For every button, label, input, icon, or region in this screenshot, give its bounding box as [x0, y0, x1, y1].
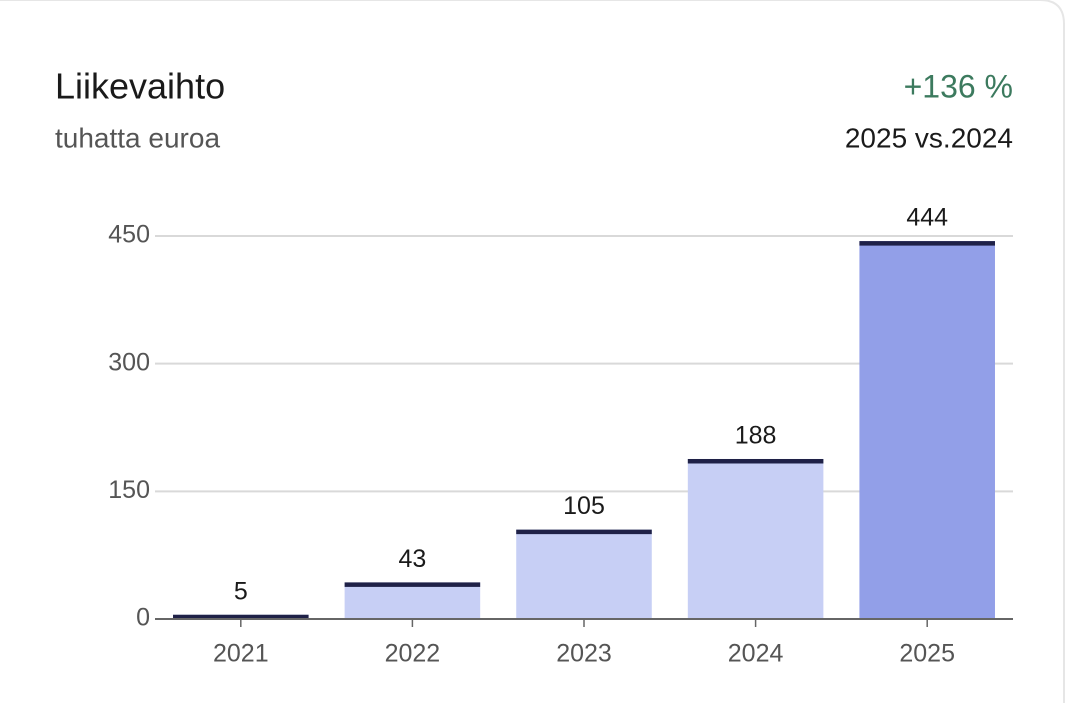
bar-cap — [859, 241, 995, 246]
bar-cap — [173, 614, 309, 619]
chart-title: Liikevaihto — [55, 66, 225, 107]
x-tick-label: 2022 — [385, 640, 441, 668]
bar — [859, 241, 995, 619]
y-tick-label: 450 — [108, 221, 150, 249]
value-label: 188 — [735, 422, 777, 450]
bar — [344, 582, 481, 619]
comparison-label: 2025 vs.2024 — [845, 122, 1013, 153]
x-tick-label: 2023 — [556, 640, 612, 668]
value-label: 105 — [563, 492, 605, 520]
bar — [687, 458, 824, 619]
value-label: 43 — [398, 545, 426, 573]
x-tick-label: 2025 — [899, 640, 955, 668]
x-tick-label: 2024 — [728, 640, 784, 668]
value-label: 5 — [234, 577, 248, 605]
value-label: 444 — [906, 204, 948, 232]
y-tick-label: 0 — [136, 604, 150, 632]
bar-cap — [687, 458, 824, 464]
y-tick-label: 300 — [108, 348, 150, 376]
change-value: +136 % — [904, 68, 1013, 104]
bar — [516, 529, 652, 619]
bar-cap — [344, 582, 481, 587]
x-tick-label: 2021 — [213, 640, 269, 668]
bar-cap — [516, 529, 652, 535]
card-border — [0, 0, 1065, 703]
chart-subtitle: tuhatta euroa — [55, 122, 220, 153]
y-tick-label: 150 — [108, 476, 150, 504]
